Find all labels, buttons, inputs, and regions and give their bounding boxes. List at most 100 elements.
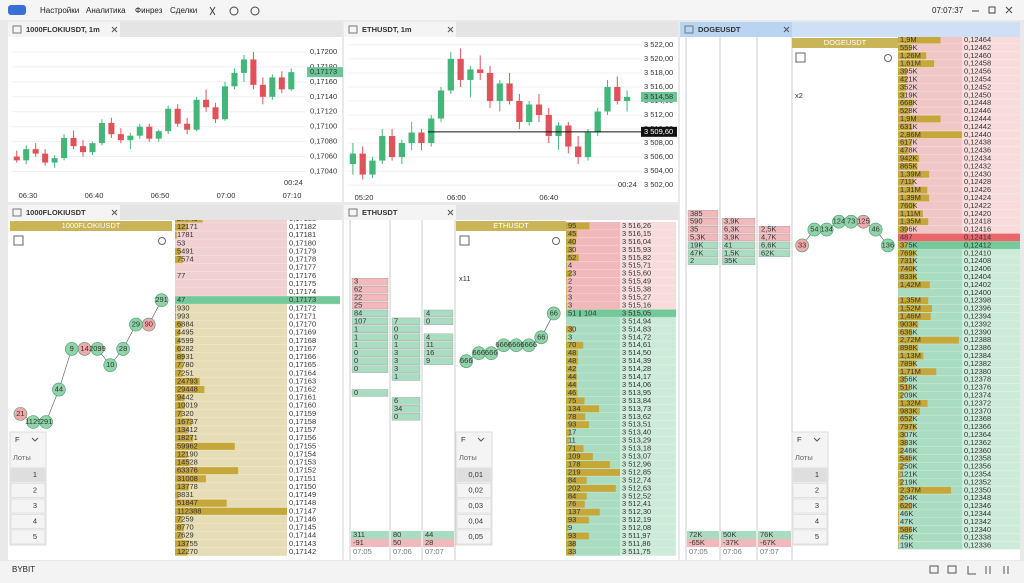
settings-button[interactable]: [552, 237, 560, 245]
cluster-cell: [391, 341, 421, 349]
settings-button[interactable]: [158, 237, 166, 245]
candle-body: [269, 77, 276, 97]
lots-value[interactable]: 0,02: [468, 485, 483, 494]
lots-option[interactable]: [456, 498, 492, 514]
lots-value[interactable]: 0,03: [468, 501, 483, 510]
tab[interactable]: [680, 22, 792, 37]
lots-value[interactable]: 5: [33, 532, 37, 541]
candle-body: [623, 96, 631, 101]
tab[interactable]: [344, 22, 456, 37]
lots-value[interactable]: 1: [33, 470, 37, 479]
y-tick-label: 0,17120: [310, 107, 337, 116]
price-cell: [962, 265, 1020, 274]
volume-bar: [566, 437, 569, 445]
bottom-icons[interactable]: [929, 565, 1009, 575]
volume-cell: [175, 385, 287, 394]
lots-option[interactable]: [10, 529, 46, 545]
lots-value[interactable]: 4: [815, 516, 819, 525]
lots-value[interactable]: 5: [815, 532, 819, 541]
cluster-value: 0: [354, 348, 358, 357]
lots-value[interactable]: 3: [815, 501, 819, 510]
chart-button[interactable]: [795, 52, 806, 63]
lots-option[interactable]: [456, 467, 492, 483]
tab-title[interactable]: 1000FLOKIUSDT, 1m: [26, 25, 100, 34]
lots-value[interactable]: 4: [33, 516, 37, 525]
help-icon[interactable]: [229, 6, 239, 16]
volume-bar: [898, 376, 906, 384]
volume-bar: [175, 247, 181, 256]
price-cell: [287, 239, 340, 248]
lots-value[interactable]: 2: [33, 485, 37, 494]
volume-bar: [898, 297, 929, 305]
lots-option[interactable]: [456, 529, 492, 545]
cluster-total: -37K: [723, 538, 739, 547]
volume-bar: [175, 321, 182, 329]
menu-item[interactable]: Сделки: [170, 6, 197, 15]
lots-value[interactable]: 0,04: [468, 516, 483, 525]
lots-option[interactable]: [792, 483, 828, 498]
settings-button[interactable]: [884, 54, 892, 62]
price-label: 0,12338: [964, 533, 991, 542]
price-cell: [962, 201, 1020, 210]
tab-title[interactable]: ETHUSDT, 1m: [362, 25, 412, 34]
lots-option[interactable]: [10, 467, 46, 483]
tab-title[interactable]: DOGEUSDT: [698, 25, 741, 34]
lots-option[interactable]: [10, 498, 46, 514]
volume-bar: [898, 186, 928, 194]
candle-body: [89, 143, 96, 153]
price-label: 0,12396: [964, 304, 991, 313]
tab[interactable]: [8, 205, 120, 220]
lots-value[interactable]: 3: [33, 501, 37, 510]
lots-option[interactable]: [792, 514, 828, 529]
volume-cell: [566, 436, 620, 445]
volume-bar: [566, 365, 577, 373]
cluster-value: 3: [394, 364, 398, 373]
candle-body: [545, 115, 552, 137]
lots-option[interactable]: [456, 514, 492, 529]
lots-value[interactable]: 1: [815, 470, 819, 479]
volume-bar: [898, 68, 907, 76]
tab-title[interactable]: ETHUSDT: [362, 208, 398, 217]
lots-value[interactable]: 0,05: [468, 532, 483, 541]
price-cell: [620, 333, 676, 342]
menu-item[interactable]: Финрез: [135, 6, 163, 15]
volume-cell: [566, 492, 620, 501]
lots-option[interactable]: [456, 483, 492, 498]
lots-option[interactable]: [10, 483, 46, 498]
logo[interactable]: [8, 5, 26, 15]
lots-mode[interactable]: F: [461, 435, 466, 444]
bubble-label: 291: [40, 417, 53, 426]
y-tick-label: 3 512,00: [644, 110, 673, 119]
window-controls[interactable]: [972, 6, 1013, 14]
chart-button[interactable]: [459, 235, 470, 246]
chart-button[interactable]: [13, 235, 24, 246]
cluster-cell: [351, 285, 389, 294]
price-label: 0,12368: [964, 414, 991, 423]
info-icon[interactable]: [250, 6, 260, 16]
tab[interactable]: [344, 205, 456, 220]
tab-title[interactable]: 1000FLOKIUSDT: [26, 208, 86, 217]
lots-value[interactable]: 0,01: [468, 470, 483, 479]
menu-item[interactable]: Настройки: [40, 6, 79, 15]
price-cell: [962, 59, 1020, 68]
clock: 07:07:37: [932, 6, 964, 15]
lots-mode[interactable]: F: [15, 435, 20, 444]
candle-body: [388, 136, 396, 158]
menu-item[interactable]: Аналитика: [86, 6, 126, 15]
volume-label: 9442: [177, 393, 194, 402]
mute-icon[interactable]: [209, 6, 216, 16]
price-cell: [962, 233, 1020, 242]
lots-value[interactable]: 2: [815, 485, 819, 494]
volume-cell: [898, 359, 962, 368]
tab[interactable]: [8, 22, 120, 37]
cluster-total-cell: [687, 539, 719, 547]
cluster-cell: [423, 309, 454, 318]
price-label: 0,12352: [964, 477, 991, 486]
price-label: 0,12460: [964, 51, 991, 60]
lots-mode[interactable]: F: [797, 435, 802, 444]
lots-option[interactable]: [792, 529, 828, 545]
volume-bar: [175, 220, 203, 223]
lots-option[interactable]: [10, 514, 46, 529]
lots-option[interactable]: [792, 498, 828, 514]
lots-option[interactable]: [792, 467, 828, 483]
